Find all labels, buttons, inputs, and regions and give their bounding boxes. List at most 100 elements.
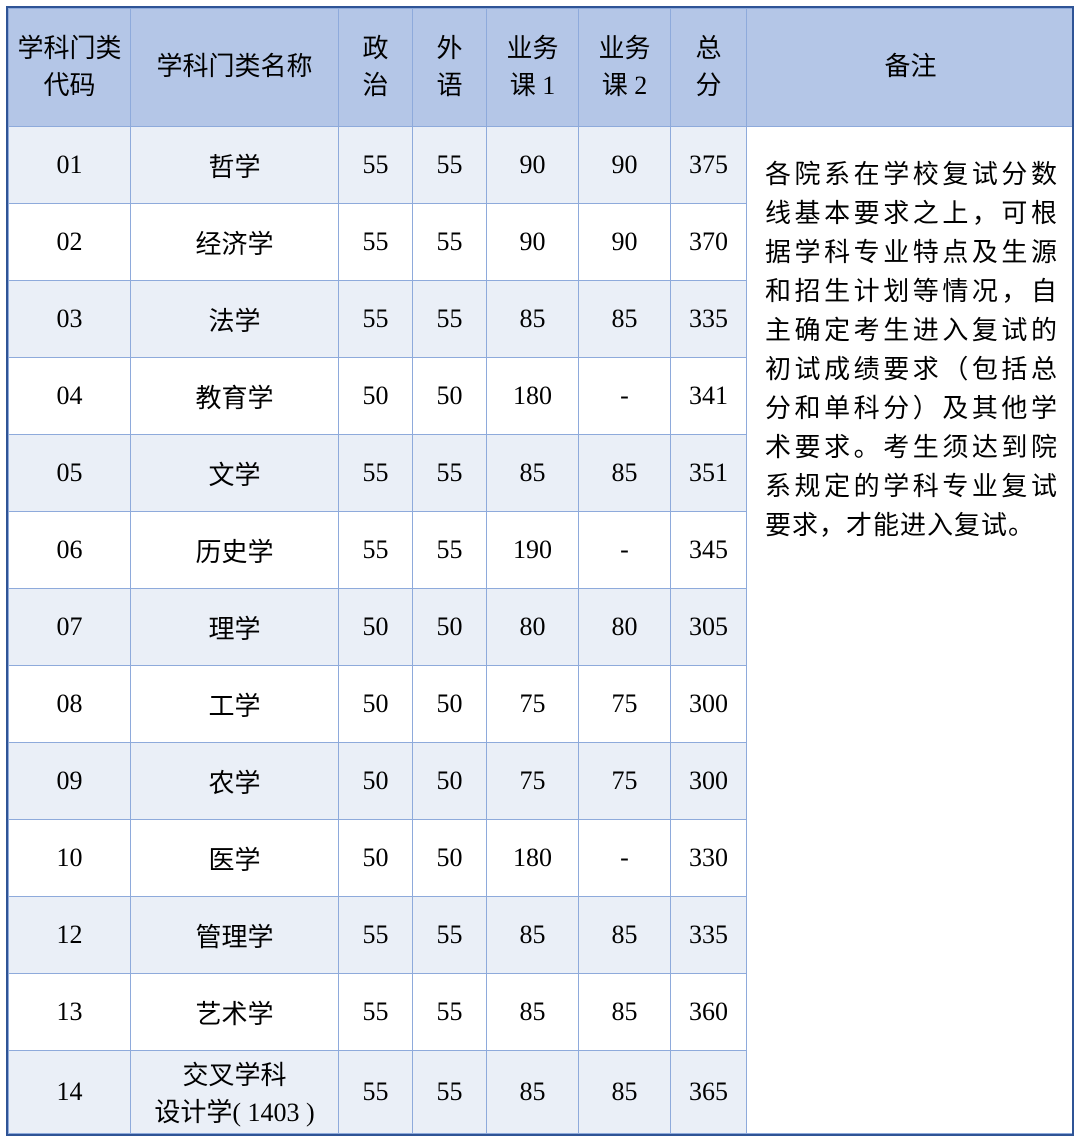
cell-course1: 85	[487, 435, 579, 512]
cell-total: 300	[671, 743, 747, 820]
score-table: 学科门类代码 学科门类名称 政治 外语 业务课 1 业务课 2 总分 备注 01…	[8, 8, 1074, 1134]
cell-course1: 90	[487, 204, 579, 281]
cell-foreign_lang: 55	[413, 897, 487, 974]
cell-course1: 80	[487, 589, 579, 666]
cell-politics: 50	[339, 358, 413, 435]
cell-course1: 180	[487, 820, 579, 897]
header-politics: 政治	[339, 9, 413, 127]
cell-course2: -	[579, 820, 671, 897]
score-table-container: 学科门类代码 学科门类名称 政治 外语 业务课 1 业务课 2 总分 备注 01…	[6, 6, 1074, 1136]
cell-course2: 85	[579, 281, 671, 358]
cell-name: 理学	[131, 589, 339, 666]
cell-politics: 50	[339, 666, 413, 743]
table-header-row: 学科门类代码 学科门类名称 政治 外语 业务课 1 业务课 2 总分 备注	[9, 9, 1075, 127]
cell-code: 01	[9, 127, 131, 204]
cell-course2: -	[579, 358, 671, 435]
header-name: 学科门类名称	[131, 9, 339, 127]
cell-course1: 85	[487, 1051, 579, 1134]
cell-name: 管理学	[131, 897, 339, 974]
cell-code: 04	[9, 358, 131, 435]
cell-code: 08	[9, 666, 131, 743]
cell-politics: 55	[339, 1051, 413, 1134]
cell-foreign_lang: 50	[413, 820, 487, 897]
cell-course2: 85	[579, 1051, 671, 1134]
cell-name: 医学	[131, 820, 339, 897]
remark-text: 各院系在学校复试分数线基本要求之上，可根据学科专业特点及生源和招生计划等情况，自…	[765, 155, 1058, 545]
cell-total: 335	[671, 897, 747, 974]
cell-politics: 50	[339, 589, 413, 666]
cell-name: 艺术学	[131, 974, 339, 1051]
cell-total: 360	[671, 974, 747, 1051]
table-body: 01哲学55559090375各院系在学校复试分数线基本要求之上，可根据学科专业…	[9, 127, 1075, 1134]
cell-politics: 50	[339, 820, 413, 897]
cell-course1: 75	[487, 743, 579, 820]
header-foreign-lang: 外语	[413, 9, 487, 127]
cell-total: 345	[671, 512, 747, 589]
cell-total: 370	[671, 204, 747, 281]
cell-foreign_lang: 55	[413, 974, 487, 1051]
cell-name: 历史学	[131, 512, 339, 589]
header-course2: 业务课 2	[579, 9, 671, 127]
cell-course1: 85	[487, 281, 579, 358]
cell-foreign_lang: 55	[413, 281, 487, 358]
cell-total: 330	[671, 820, 747, 897]
cell-code: 09	[9, 743, 131, 820]
cell-foreign_lang: 50	[413, 666, 487, 743]
cell-foreign_lang: 50	[413, 589, 487, 666]
cell-code: 10	[9, 820, 131, 897]
cell-code: 02	[9, 204, 131, 281]
cell-course2: 85	[579, 435, 671, 512]
cell-politics: 50	[339, 743, 413, 820]
cell-course1: 90	[487, 127, 579, 204]
cell-course2: 90	[579, 204, 671, 281]
cell-total: 351	[671, 435, 747, 512]
cell-politics: 55	[339, 512, 413, 589]
cell-code: 12	[9, 897, 131, 974]
cell-foreign_lang: 55	[413, 204, 487, 281]
cell-code: 13	[9, 974, 131, 1051]
cell-foreign_lang: 50	[413, 358, 487, 435]
cell-name: 法学	[131, 281, 339, 358]
cell-politics: 55	[339, 204, 413, 281]
cell-course2: 90	[579, 127, 671, 204]
cell-total: 365	[671, 1051, 747, 1134]
cell-name: 交叉学科设计学( 1403 )	[131, 1051, 339, 1134]
header-remark: 备注	[747, 9, 1075, 127]
cell-course1: 85	[487, 897, 579, 974]
cell-politics: 55	[339, 127, 413, 204]
cell-name: 工学	[131, 666, 339, 743]
cell-course2: 85	[579, 974, 671, 1051]
header-code: 学科门类代码	[9, 9, 131, 127]
cell-code: 05	[9, 435, 131, 512]
cell-name: 教育学	[131, 358, 339, 435]
cell-politics: 55	[339, 281, 413, 358]
cell-total: 341	[671, 358, 747, 435]
cell-code: 03	[9, 281, 131, 358]
cell-foreign_lang: 55	[413, 435, 487, 512]
cell-course2: 80	[579, 589, 671, 666]
cell-foreign_lang: 55	[413, 1051, 487, 1134]
cell-total: 375	[671, 127, 747, 204]
header-total: 总分	[671, 9, 747, 127]
cell-name: 农学	[131, 743, 339, 820]
cell-politics: 55	[339, 897, 413, 974]
cell-course2: 75	[579, 743, 671, 820]
cell-code: 14	[9, 1051, 131, 1134]
cell-name: 哲学	[131, 127, 339, 204]
table-row: 01哲学55559090375各院系在学校复试分数线基本要求之上，可根据学科专业…	[9, 127, 1075, 204]
cell-name: 文学	[131, 435, 339, 512]
cell-course2: 75	[579, 666, 671, 743]
cell-course1: 75	[487, 666, 579, 743]
cell-course2: -	[579, 512, 671, 589]
cell-politics: 55	[339, 974, 413, 1051]
cell-foreign_lang: 55	[413, 127, 487, 204]
cell-course1: 180	[487, 358, 579, 435]
cell-code: 07	[9, 589, 131, 666]
cell-code: 06	[9, 512, 131, 589]
cell-total: 335	[671, 281, 747, 358]
cell-course1: 85	[487, 974, 579, 1051]
remark-cell: 各院系在学校复试分数线基本要求之上，可根据学科专业特点及生源和招生计划等情况，自…	[747, 127, 1075, 1134]
cell-course1: 190	[487, 512, 579, 589]
cell-total: 300	[671, 666, 747, 743]
cell-total: 305	[671, 589, 747, 666]
